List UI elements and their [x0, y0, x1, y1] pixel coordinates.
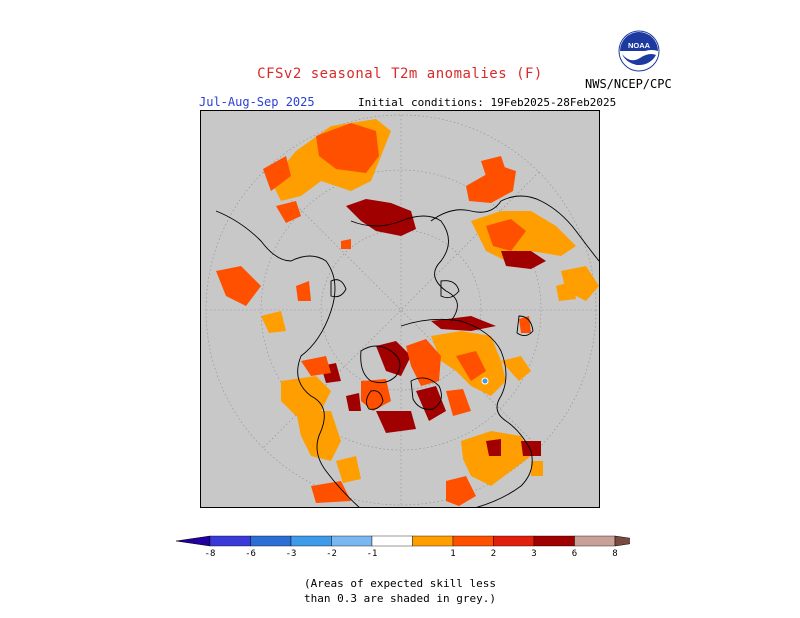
- colorbar-bin: [412, 535, 454, 547]
- colorbar-tick-label: 2: [491, 549, 496, 559]
- colorbar-bin: [371, 535, 413, 547]
- colorbar-tick-label: -3: [286, 549, 297, 559]
- colorbar-tick-label: 6: [572, 549, 577, 559]
- initial-conditions-label: Initial conditions: 19Feb2025-28Feb2025: [358, 96, 617, 109]
- marker-icon: [481, 377, 489, 385]
- colorbar-bin: [493, 535, 535, 547]
- colorbar-tick-label: -8: [205, 549, 216, 559]
- colorbar-tick-label: -6: [245, 549, 256, 559]
- polar-map-canvas: [201, 111, 599, 507]
- colorbar-arrow-right: [614, 535, 630, 547]
- colorbar: -8 -6 -3 -2 -1 1 2 3 6 8: [175, 535, 630, 559]
- colorbar-bin: [452, 535, 494, 547]
- anomaly-patches: [216, 119, 599, 506]
- polar-map: [200, 110, 600, 508]
- noaa-logo-icon: NOAA: [618, 30, 660, 72]
- colorbar-bin: [533, 535, 575, 547]
- colorbar-bin: [290, 535, 332, 547]
- colorbar-tick-label: -2: [326, 549, 337, 559]
- colorbar-tick-label: -1: [367, 549, 378, 559]
- svg-text:NOAA: NOAA: [628, 41, 651, 50]
- page-title: CFSv2 seasonal T2m anomalies (F): [257, 66, 543, 82]
- colorbar-tick-label: 3: [531, 549, 536, 559]
- skill-note-line2: than 0.3 are shaded in grey.): [303, 592, 497, 605]
- coastlines: [215, 195, 599, 507]
- colorbar-bin: [574, 535, 616, 547]
- colorbar-bin: [209, 535, 251, 547]
- colorbar-bin: [250, 535, 292, 547]
- colorbar-tick-label: 8: [612, 549, 617, 559]
- colorbar-arrow-left: [175, 535, 211, 547]
- colorbar-bin: [331, 535, 373, 547]
- colorbar-tick-label: 1: [450, 549, 455, 559]
- agency-label: NWS/NCEP/CPC: [585, 77, 672, 91]
- skill-note-line1: (Areas of expected skill less: [303, 577, 497, 590]
- season-label: Jul-Aug-Sep 2025: [199, 95, 315, 109]
